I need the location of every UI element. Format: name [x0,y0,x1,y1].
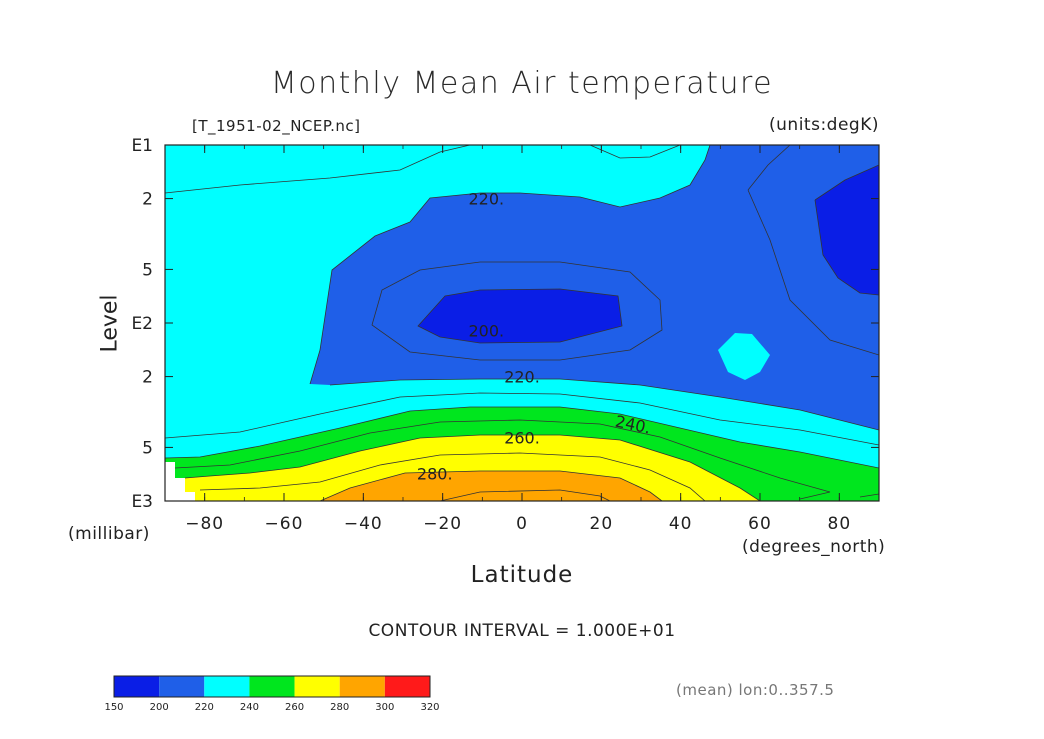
x-axis-label: Latitude [470,562,574,588]
x-tick-label: 0 [516,514,528,534]
colorbar-label: 220 [195,702,214,713]
y-tick-label: E3 [131,492,153,512]
fill-cold-core [418,289,622,343]
y-tick-label: 5 [142,260,153,280]
colorbar: 150 200 220 240 260 280 300 320 [104,675,440,713]
contour-line-210-upper [589,145,681,159]
contour-line-230 [165,392,879,446]
colorbar-swatch [339,676,385,697]
contour-lines [165,145,879,501]
y-tick-label: 2 [142,368,153,388]
colorbar-swatch [384,676,430,697]
missing-data [165,462,195,501]
x-tick-label: 80 [828,514,852,534]
colorbar-label: 240 [240,702,259,713]
contour-line-250-polar [859,493,879,498]
contour-line-250 [174,419,831,500]
colorbar-swatch [159,676,205,697]
colorbar-swatch [294,676,340,697]
fill-cold-polar [815,165,879,295]
fill-cyan-island [718,333,770,380]
y-tick-label: 2 [142,190,153,210]
contour-label: 220. [468,190,504,209]
colorbar-label: 300 [375,702,394,713]
x-tick-label: −60 [265,514,304,534]
colorbar-label: 280 [330,702,349,713]
x-tick-label: −40 [344,514,383,534]
y-tick-label: E1 [131,136,153,156]
colorbar-label: 260 [285,702,304,713]
x-axis-units: (degrees_north) [742,537,886,557]
mean-longitude-note: (mean) lon:0..357.5 [676,681,835,699]
contour-line-240 [165,406,879,469]
contour-label: 280. [417,464,453,483]
x-tick-label: −80 [185,514,224,534]
contour-line-210-polar [747,145,879,356]
x-tick-label: −20 [423,514,462,534]
contour-interval-text: CONTOUR INTERVAL = 1.000E+01 [368,621,676,641]
colorbar-swatch [204,676,250,697]
colorbar-label: 200 [150,702,169,713]
units-label: (units:degK) [769,115,879,135]
contour-line-210 [371,261,663,361]
contour-line-280 [319,470,663,501]
contour-fills [165,145,879,501]
y-axis-ticks: E1 2 5 E2 2 5 E3 [131,136,879,512]
x-tick-label: 20 [590,514,614,534]
y-tick-label: E2 [131,314,153,334]
colorbar-swatch [114,676,160,697]
x-axis-ticks: −80 −60 −40 −20 0 20 40 60 80 [164,145,880,534]
y-axis-units: (millibar) [68,524,150,544]
fill-280-300 [320,471,662,501]
contour-line-260 [184,434,761,501]
colorbar-label: 320 [420,702,439,713]
chart-title: Monthly Mean Air temperature [270,66,774,101]
y-tick-label: 5 [142,438,153,458]
contour-line-270 [199,452,706,501]
contour-line-290 [439,489,611,501]
x-tick-label: 60 [748,514,772,534]
contour-line-220-lower [329,378,879,431]
dataset-filename: [T_1951-02_NCEP.nc] [192,117,361,135]
colorbar-swatch [249,676,295,697]
contour-line-200 [417,288,623,344]
contour-label: 220. [504,368,540,387]
contour-label: 260. [504,429,540,448]
colorbar-frame [113,675,431,698]
contour-line-220-upper [165,145,471,194]
contour-label: 200. [468,321,504,340]
contour-line-220-main [309,145,711,385]
contour-line-200-polar [814,164,879,296]
x-tick-label: 40 [669,514,693,534]
colorbar-label: 150 [104,702,123,713]
